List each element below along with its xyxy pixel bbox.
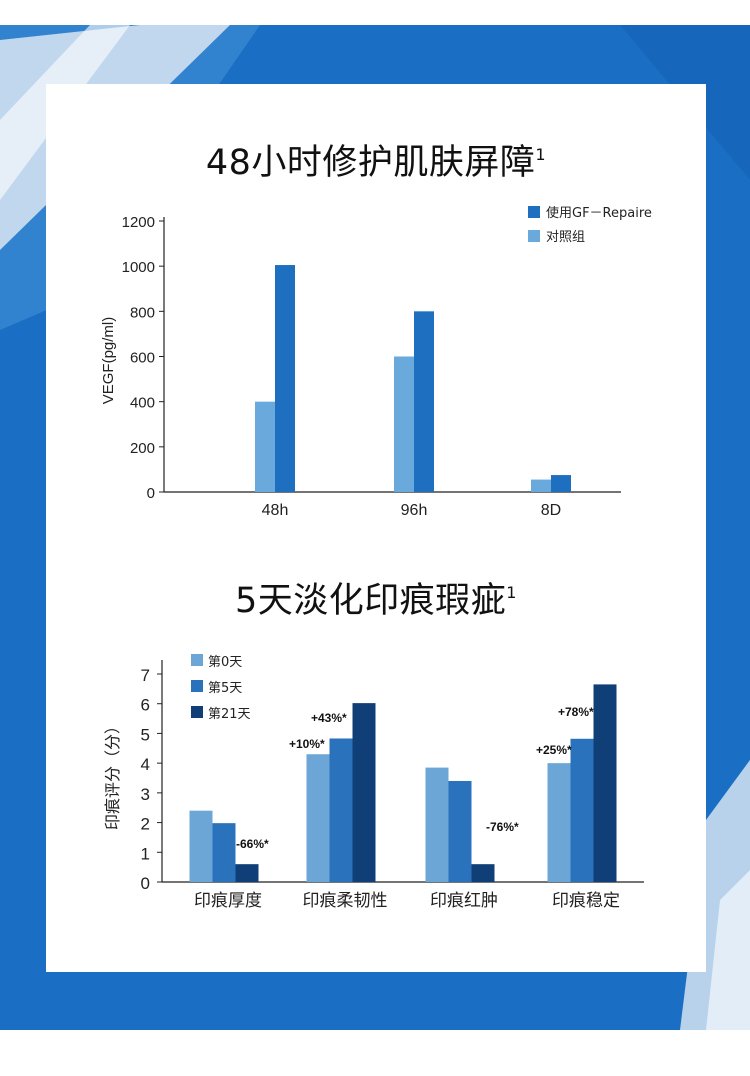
chart1-title: 48小时修护肌肤屏障1 [46,134,706,185]
chart2-legend-label: 第0天 [208,655,242,670]
chart2-title: 5天淡化印痕瑕疵1 [46,572,706,623]
chart2-legend-label: 第21天 [208,707,251,722]
chart2-bar [425,767,449,882]
chart1-legend-label: 对照组 [546,230,585,245]
chart2-title-text: 5天淡化印痕瑕疵 [235,581,507,621]
chart2-annotation: +10%* [289,737,325,751]
chart2-y-tick-label: 4 [141,755,150,774]
chart1-legend-swatch [528,230,540,242]
chart1-bar [531,479,551,492]
chart2-x-tick-label: 印痕红肿 [430,891,498,911]
chart2-bar [448,780,472,882]
chart1-legend-swatch [528,206,540,218]
chart1-y-tick-label: 200 [130,440,155,457]
chart2-y-tick-label: 0 [141,874,150,893]
chart2-title-sup: 1 [506,583,517,602]
chart2-annotation: +25%* [536,743,572,757]
chart2-bar [352,703,376,882]
chart1-x-tick-label: 48h [262,502,289,519]
chart2-x-tick-label: 印痕厚度 [194,891,262,911]
chart2-annotation: +43%* [311,711,347,725]
chart2-bar [547,763,571,882]
chart1-y-tick-label: 400 [130,395,155,412]
chart2-bar [570,738,594,882]
chart2-annotation: -66%* [236,837,269,851]
chart2-bar [593,684,617,882]
chart2-y-tick-label: 6 [141,696,150,715]
chart1-title-text: 48小时修护肌肤屏障 [205,143,536,183]
chart2-legend-swatch [191,706,203,718]
chart1-bar [551,475,571,492]
chart1-bar [394,356,414,492]
chart2-bar [189,810,213,882]
vegf-bar-chart: 0 200 400 600 800 1000 1200 VEGF(pg/ml) 48h 96h 8D… [100,205,652,519]
chart2-x-tick-label: 印痕稳定 [552,891,620,911]
chart2-bar [212,823,236,882]
chart1-y-tick-label: 600 [130,350,155,367]
chart2-bar [306,754,330,882]
chart2-bar [329,738,353,882]
chart2-x-tick-label: 印痕柔韧性 [303,891,388,911]
chart1-y-tick-label: 800 [130,304,155,321]
chart1-y-label: VEGF(pg/ml) [100,317,117,405]
chart1-y-tick-label: 1000 [122,259,155,276]
chart2-y-label: 印痕评分（分） [103,718,122,830]
chart2-legend-swatch [191,680,203,692]
chart2-bar [235,864,259,882]
chart1-x-tick-label: 8D [541,502,561,519]
chart1-bar [275,265,295,492]
chart2-annotation: +78%* [558,705,594,719]
chart1-bar [255,401,275,492]
chart1-title-sup: 1 [535,145,547,164]
chart2-bar [471,864,495,882]
scar-score-bar-chart: 0 1 2 3 4 5 6 7 印痕评分（分） 印痕厚度 印痕柔韧性 印痕红肿 印痕稳定 第0天第5天第2… [103,654,644,911]
chart1-legend-label: 使用GF－Repaire [546,205,652,221]
chart1-y-tick-label: 0 [147,485,155,502]
chart2-y-tick-label: 7 [141,666,150,685]
chart2-annotation: -76%* [486,820,519,834]
content-card: 48小时修护肌肤屏障1 0 200 400 600 800 1000 1200 VEGF(pg… [46,84,706,972]
chart2-y-tick-label: 5 [141,725,150,744]
chart2-legend-swatch [191,654,203,666]
chart1-bar [414,311,434,492]
chart2-y-tick-label: 2 [141,815,150,834]
chart2-y-tick-label: 1 [141,844,150,863]
chart1-x-tick-label: 96h [401,502,428,519]
chart2-y-tick-label: 3 [141,785,150,804]
chart2-legend-label: 第5天 [208,681,242,696]
chart1-y-tick-label: 1200 [122,214,155,231]
